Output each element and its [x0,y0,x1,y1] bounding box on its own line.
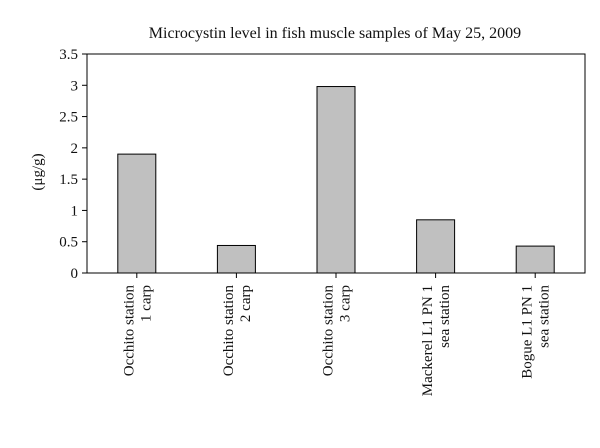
x-tick-label: Occhito station [221,285,237,377]
x-tick-label: 2 carp [238,285,254,322]
bar [416,219,456,274]
x-tick-label: Mackerel L1 PN 1 [420,285,436,396]
bar [216,244,256,274]
x-tick-label: 3 carp [338,285,354,322]
bar [316,86,356,274]
x-tick-label: sea station [437,285,453,348]
x-tick-label: Occhito station [321,285,337,377]
x-tick-label: sea station [537,285,553,348]
bar [117,153,157,274]
x-tick-label: 1 carp [138,285,154,322]
x-tick-label: Bogue L1 PN 1 [520,285,536,379]
x-tick-label: Occhito station [121,285,137,377]
y-tick-label: 3.5 [59,47,78,63]
y-tick-label: 2 [71,141,79,157]
y-tick-label: 1 [71,203,79,219]
y-tick-label: 0.5 [59,235,78,251]
y-tick-label: 2.5 [59,110,78,126]
y-tick-label: 3 [71,78,79,94]
y-tick-label: 0 [71,266,79,282]
y-axis-label: (μg/g) [30,153,46,190]
y-tick-label: 1.5 [59,172,78,188]
chart-title: Microcystin level in fish muscle samples… [149,25,521,42]
bar [515,245,555,274]
